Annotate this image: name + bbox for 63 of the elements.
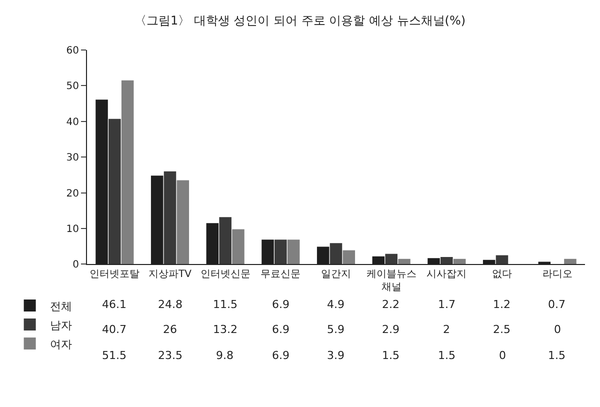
data-label: 3.9: [327, 349, 344, 362]
data-label: 6.9: [272, 298, 290, 311]
data-label: 0: [554, 323, 561, 336]
bar: [176, 180, 190, 264]
data-label: 1.5: [438, 349, 456, 362]
bar: [453, 258, 466, 264]
y-tick-label: 20: [66, 188, 79, 200]
data-label: 0: [499, 349, 506, 362]
legend-label: 여자: [50, 338, 72, 351]
x-tick-label: 인터넷신문: [200, 269, 250, 280]
bar: [398, 258, 410, 264]
x-tick-label: 일간지: [321, 269, 351, 280]
data-label: 46.1: [102, 298, 126, 311]
data-label: 6.9: [272, 323, 290, 336]
bar: [121, 80, 134, 264]
data-label: 1.5: [382, 349, 400, 362]
x-tick-label: 케이블뉴스채널: [366, 269, 416, 294]
x-tick-label: 시사잡지: [426, 269, 467, 280]
bar: [564, 258, 576, 264]
y-tick-label: 0: [72, 260, 79, 271]
y-tick-label: 30: [66, 152, 79, 164]
x-tick-label: 무료신문: [260, 269, 301, 280]
x-tick-label: 인터넷포탈: [90, 269, 140, 280]
data-label: 5.9: [327, 323, 344, 336]
data-label: 9.8: [216, 349, 234, 362]
y-tick-label: 50: [66, 81, 79, 92]
data-label: 26: [163, 323, 177, 336]
bar: [385, 254, 398, 264]
data-label: 24.8: [158, 298, 182, 311]
x-tick-label: 없다: [492, 269, 512, 280]
data-label: 2: [443, 323, 450, 336]
data-label: 51.5: [102, 349, 126, 362]
data-label: 13.2: [213, 323, 238, 336]
data-label: 4.9: [327, 298, 344, 311]
bar: [164, 171, 176, 264]
legend-label: 전체: [50, 300, 72, 313]
bar: [287, 240, 300, 264]
bar: [496, 255, 508, 264]
x-tick-label: 지상파TV: [148, 269, 192, 280]
bar: [330, 243, 342, 264]
data-label: 2.2: [382, 298, 400, 311]
bar: [440, 257, 453, 264]
data-label: 0.7: [548, 298, 566, 311]
y-tick-label: 60: [66, 46, 79, 56]
x-tick-label: 라디오: [542, 269, 572, 280]
bar: [274, 240, 287, 264]
bar: [219, 217, 232, 264]
chart-title: 〈그림1〉 대학생 성인이 되어 주로 이용할 예상 뉴스채널(%): [134, 14, 466, 28]
data-label: 11.5: [213, 298, 238, 311]
bar: [108, 118, 121, 264]
data-label: 23.5: [158, 349, 182, 362]
data-label: 2.5: [493, 323, 510, 336]
bar: [342, 250, 356, 264]
data-label: 2.9: [382, 323, 400, 336]
data-label: 40.7: [102, 323, 126, 336]
bar: [232, 229, 244, 264]
legend-label: 남자: [50, 318, 72, 332]
y-tick-label: 40: [66, 116, 79, 128]
data-label: 1.7: [438, 298, 456, 311]
data-label: 1.5: [548, 349, 566, 362]
y-tick-label: 10: [66, 224, 79, 235]
data-label: 6.9: [272, 349, 290, 362]
data-label: 1.2: [493, 298, 510, 311]
